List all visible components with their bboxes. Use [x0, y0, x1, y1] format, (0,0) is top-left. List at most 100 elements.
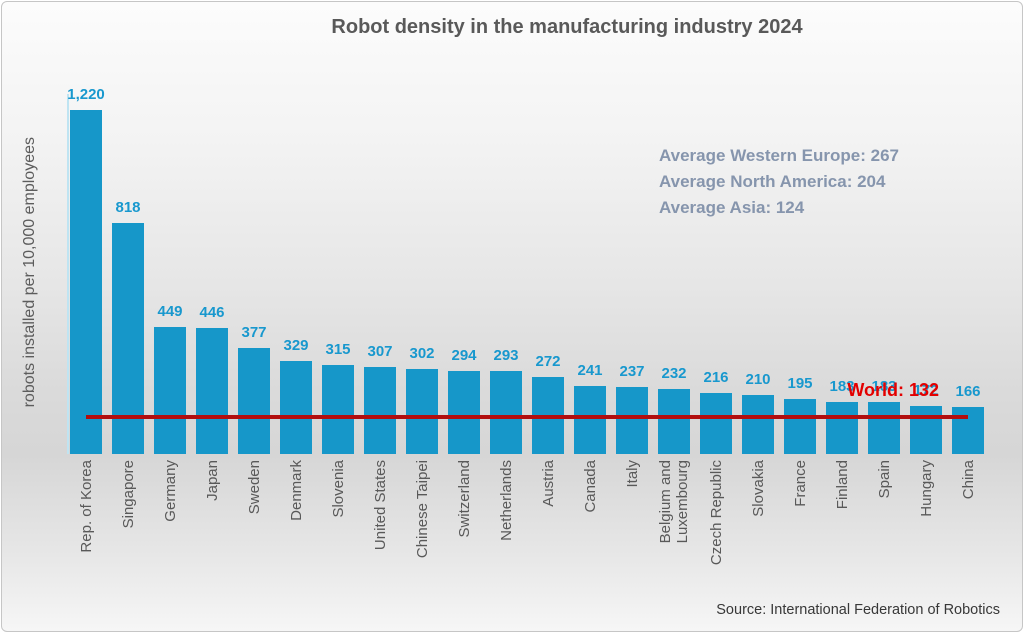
x-axis-labels: Rep. of Korea Singapore Germany Japan Sweden…: [65, 460, 989, 600]
bar-value-label: 818: [115, 199, 141, 216]
x-axis-label-cell: Rep. of Korea: [65, 460, 107, 600]
bar-value-label: 1,220: [67, 86, 105, 103]
chart-title: Robot density in the manufacturing indus…: [331, 16, 803, 38]
x-axis-label: Austria: [539, 460, 557, 507]
bar-column: 294: [443, 54, 485, 454]
bar-value-label: 302: [409, 345, 435, 362]
bar: [742, 395, 774, 454]
x-axis-label-cell: Japan: [191, 460, 233, 600]
bar-column: 172: [905, 54, 947, 454]
bar-column: 307: [359, 54, 401, 454]
bar-value-label: 377: [241, 324, 267, 341]
bar-value-label: 166: [955, 383, 981, 400]
average-annotations: Average Western Europe: 267 Average Nort…: [659, 143, 899, 221]
bar: [70, 110, 102, 454]
bar-column: 449: [149, 54, 191, 454]
x-axis-label-cell: Singapore: [107, 460, 149, 600]
annotation-western-europe: Average Western Europe: 267: [659, 146, 899, 165]
source-note: Source: International Federation of Robo…: [716, 602, 1000, 618]
x-axis-label-cell: Slovakia: [737, 460, 779, 600]
x-axis-label: Slovenia: [329, 460, 347, 518]
bar-value-label: 195: [787, 375, 813, 392]
bar-value-label: 293: [493, 347, 519, 364]
annotation-asia: Average Asia: 124: [659, 198, 805, 217]
x-axis-label-cell: Austria: [527, 460, 569, 600]
bar: [910, 406, 942, 454]
bar-value-label: 446: [199, 304, 225, 321]
bar-value-label: 183: [871, 378, 897, 395]
bar-column: 315: [317, 54, 359, 454]
bar-column: 232: [653, 54, 695, 454]
bar-value-label: 216: [703, 369, 729, 386]
bar: [826, 402, 858, 454]
bar-column: 818: [107, 54, 149, 454]
bar-value-label: 329: [283, 337, 309, 354]
bar-value-label: 241: [577, 362, 603, 379]
x-axis-label-cell: France: [779, 460, 821, 600]
bar-value-label: 449: [157, 303, 183, 320]
bar-value-label: 183: [829, 378, 855, 395]
plot-area: 1,220 818 449 446 377 329 315 307 302 294 293 272 24…: [65, 54, 989, 454]
x-axis-label: United States: [371, 460, 389, 551]
x-axis-label-cell: Hungary: [905, 460, 947, 600]
bar-column: 377: [233, 54, 275, 454]
x-axis-label: Chinese Taipei: [413, 460, 431, 559]
bar: [490, 371, 522, 454]
x-axis-label: Denmark: [287, 460, 305, 521]
bar: [868, 402, 900, 454]
x-axis-label-cell: Czech Republic: [695, 460, 737, 600]
x-axis-label: Sweden: [245, 460, 263, 515]
x-axis-label: Germany: [161, 460, 179, 522]
bar-column: 166: [947, 54, 989, 454]
annotation-north-america: Average North America: 204: [659, 172, 886, 191]
bar-column: 183: [821, 54, 863, 454]
bar: [952, 407, 984, 454]
x-axis-label: Singapore: [119, 460, 137, 529]
y-axis-label-container: robots installed per 10,000 employees: [10, 72, 50, 472]
bar: [322, 365, 354, 454]
bar-value-label: 210: [745, 371, 771, 388]
bar: [196, 328, 228, 454]
bar-value-label: 232: [661, 365, 687, 382]
x-axis-label: Rep. of Korea: [77, 460, 95, 553]
bar-value-label: 237: [619, 363, 645, 380]
bar: [280, 361, 312, 454]
x-axis-label-cell: Germany: [149, 460, 191, 600]
x-axis-label: Finland: [833, 460, 851, 510]
world-reference-label: World: 132: [847, 380, 939, 400]
x-axis-label-cell: Canada: [569, 460, 611, 600]
x-axis-label-cell: Italy: [611, 460, 653, 600]
bar-column: 1,220: [65, 54, 107, 454]
x-axis-label-cell: Spain: [863, 460, 905, 600]
world-reference-line: [86, 415, 968, 419]
bar-column: 195: [779, 54, 821, 454]
x-axis-label: Hungary: [917, 460, 935, 517]
bar-value-label: 294: [451, 347, 477, 364]
bar-column: 237: [611, 54, 653, 454]
x-axis-label: France: [791, 460, 809, 507]
bar: [574, 386, 606, 454]
bar: [700, 393, 732, 454]
bar: [154, 327, 186, 454]
bar-column: 302: [401, 54, 443, 454]
bar-column: 241: [569, 54, 611, 454]
bar: [406, 369, 438, 454]
bar-value-label: 272: [535, 353, 561, 370]
bar-column: 293: [485, 54, 527, 454]
bar-column: 210: [737, 54, 779, 454]
x-axis-label: Netherlands: [497, 460, 515, 541]
x-axis-label: Spain: [875, 460, 893, 499]
bar: [784, 399, 816, 454]
bar-value-label: 307: [367, 343, 393, 360]
bar-column: 329: [275, 54, 317, 454]
x-axis-label: Switzerland: [455, 460, 473, 538]
x-axis-label-cell: Netherlands: [485, 460, 527, 600]
bar: [658, 389, 690, 454]
bar: [616, 387, 648, 454]
x-axis-label-cell: Denmark: [275, 460, 317, 600]
bar: [238, 348, 270, 454]
x-axis-label-cell: China: [947, 460, 989, 600]
x-axis-label-cell: Finland: [821, 460, 863, 600]
x-axis-label-cell: Belgium and Luxembourg: [653, 460, 695, 600]
bar-column: 272: [527, 54, 569, 454]
